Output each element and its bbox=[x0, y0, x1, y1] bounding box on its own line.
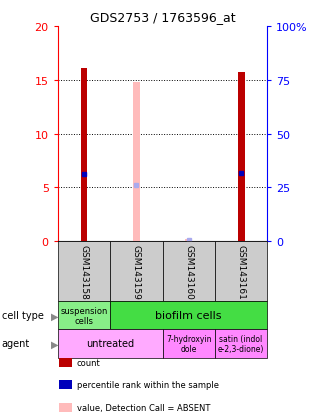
Text: GSM143158: GSM143158 bbox=[80, 244, 88, 299]
Text: 7-hydroxyin
dole: 7-hydroxyin dole bbox=[166, 334, 212, 353]
Bar bbox=[133, 83, 140, 242]
Text: ▶: ▶ bbox=[51, 311, 59, 320]
Text: count: count bbox=[77, 358, 101, 367]
Bar bbox=[185, 240, 192, 242]
Title: GDS2753 / 1763596_at: GDS2753 / 1763596_at bbox=[90, 11, 235, 24]
Bar bbox=[81, 69, 87, 242]
Text: suspension
cells: suspension cells bbox=[60, 306, 108, 325]
Text: GSM143160: GSM143160 bbox=[184, 244, 193, 299]
Text: cell type: cell type bbox=[2, 311, 44, 320]
Text: agent: agent bbox=[2, 339, 30, 349]
Text: biofilm cells: biofilm cells bbox=[155, 311, 222, 320]
Text: percentile rank within the sample: percentile rank within the sample bbox=[77, 380, 219, 389]
Text: ▶: ▶ bbox=[51, 339, 59, 349]
Text: value, Detection Call = ABSENT: value, Detection Call = ABSENT bbox=[77, 403, 210, 412]
Text: GSM143159: GSM143159 bbox=[132, 244, 141, 299]
Bar bbox=[238, 73, 245, 242]
Text: satin (indol
e-2,3-dione): satin (indol e-2,3-dione) bbox=[218, 334, 264, 353]
Text: untreated: untreated bbox=[86, 339, 134, 349]
Text: GSM143161: GSM143161 bbox=[237, 244, 246, 299]
